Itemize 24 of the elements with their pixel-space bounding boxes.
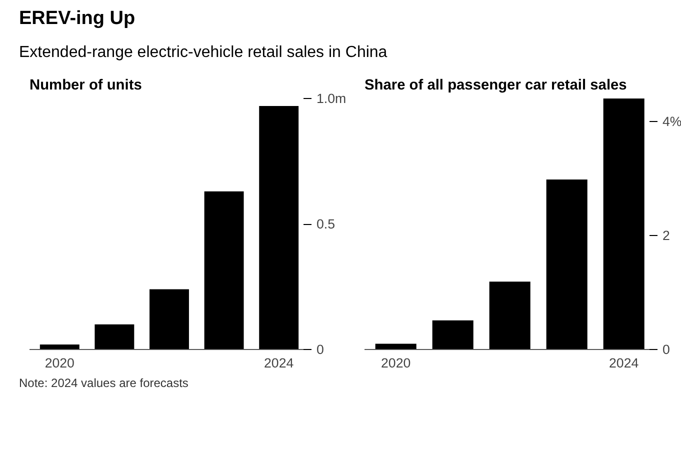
y-tick-label: 0 (316, 342, 324, 357)
bar (204, 191, 244, 350)
bar (432, 320, 474, 350)
bar (603, 98, 644, 350)
bar (40, 344, 80, 350)
x-tick-label: 2020 (381, 355, 411, 370)
y-tick-label: 0.5 (316, 216, 336, 232)
bar (546, 179, 588, 350)
x-tick-label: 2020 (44, 355, 74, 370)
text: Note: 2024 values are forecasts (19, 374, 188, 392)
y-tick-label: 4% (662, 114, 681, 129)
y-axis-title: Share of all passenger car retail sales (364, 77, 627, 94)
y-tick-label: 1.0m (316, 90, 346, 106)
bar (150, 289, 189, 350)
chart-title: EREV-ing Up (19, 7, 136, 31)
x-tick-label: 2024 (609, 355, 640, 370)
y-tick-label: 0 (662, 342, 670, 357)
x-tick-label: 2024 (264, 355, 294, 370)
y-axis-title: Number of units (30, 77, 142, 94)
bar (94, 324, 134, 350)
bar (259, 106, 299, 350)
y-tick-label: 2 (662, 228, 670, 243)
chart-subtitle: Extended-range electric-vehicle retail sales in China (19, 43, 388, 64)
bar (489, 282, 530, 350)
